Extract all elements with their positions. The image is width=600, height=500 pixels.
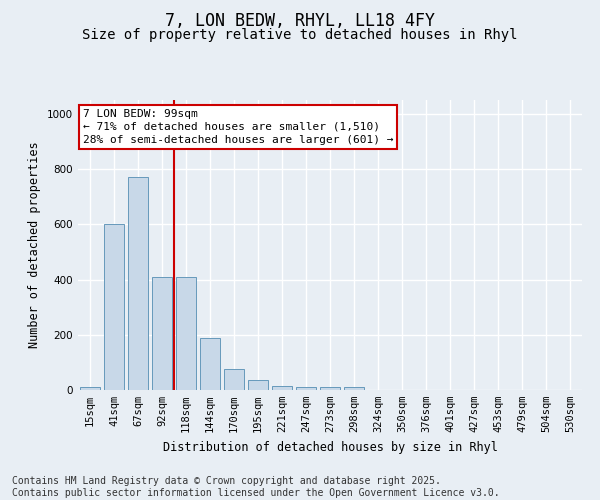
Bar xyxy=(128,178,148,390)
Bar xyxy=(320,387,340,390)
Bar xyxy=(224,370,244,390)
Text: 7 LON BEDW: 99sqm
← 71% of detached houses are smaller (1,510)
28% of semi-detac: 7 LON BEDW: 99sqm ← 71% of detached hous… xyxy=(83,108,394,145)
Text: Contains HM Land Registry data © Crown copyright and database right 2025.
Contai: Contains HM Land Registry data © Crown c… xyxy=(12,476,500,498)
Bar xyxy=(104,224,124,390)
Text: Size of property relative to detached houses in Rhyl: Size of property relative to detached ho… xyxy=(82,28,518,42)
Bar xyxy=(152,277,172,390)
Bar xyxy=(296,386,316,390)
Bar xyxy=(200,338,220,390)
Bar xyxy=(176,277,196,390)
Bar xyxy=(272,386,292,390)
Bar xyxy=(248,380,268,390)
Text: 7, LON BEDW, RHYL, LL18 4FY: 7, LON BEDW, RHYL, LL18 4FY xyxy=(165,12,435,30)
X-axis label: Distribution of detached houses by size in Rhyl: Distribution of detached houses by size … xyxy=(163,440,497,454)
Y-axis label: Number of detached properties: Number of detached properties xyxy=(28,142,41,348)
Bar xyxy=(344,386,364,390)
Bar xyxy=(80,386,100,390)
